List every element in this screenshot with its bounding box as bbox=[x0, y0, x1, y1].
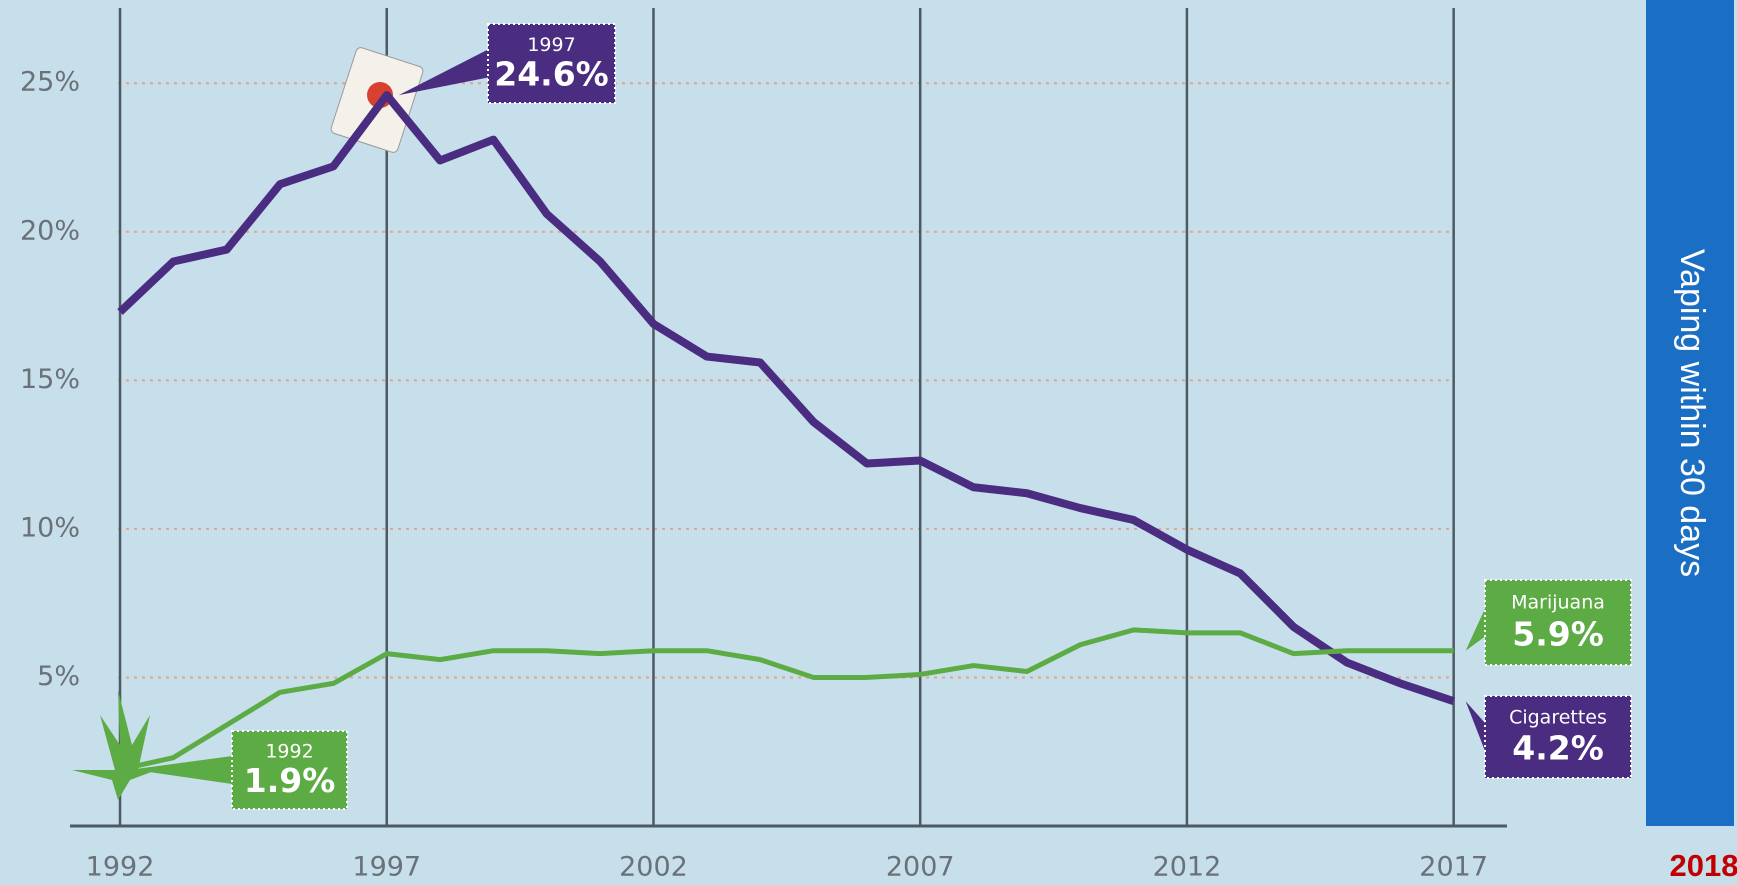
callout-pointer bbox=[132, 756, 232, 784]
x-tick-label: 2007 bbox=[886, 852, 955, 883]
y-tick-label: 5% bbox=[37, 661, 80, 692]
callout-value: 24.6% bbox=[494, 55, 609, 94]
x-tick-label: 2002 bbox=[619, 852, 688, 883]
callout-box bbox=[1484, 579, 1632, 666]
leaf bbox=[72, 690, 170, 800]
callout-value: 4.2% bbox=[1512, 729, 1604, 768]
line-series bbox=[119, 627, 1454, 772]
sidebar bbox=[1646, 0, 1734, 826]
callout-box bbox=[231, 730, 348, 810]
callout-value: 1.9% bbox=[244, 761, 336, 800]
callout-pointer bbox=[398, 49, 488, 96]
callout-pointer bbox=[1465, 701, 1485, 751]
y-tick-label: 15% bbox=[20, 364, 80, 395]
sidebar-title: Vaping within 30 days bbox=[1673, 249, 1711, 577]
callout-heading: 1992 bbox=[265, 741, 313, 763]
y-tick-label: 20% bbox=[20, 215, 80, 246]
callout-heading: 1997 bbox=[527, 34, 575, 56]
x-tick-label: 2017 bbox=[1419, 852, 1488, 883]
callout-box bbox=[487, 23, 616, 104]
x-tick-label: 1997 bbox=[352, 852, 421, 883]
callout-value: 5.9% bbox=[1512, 615, 1604, 654]
callout-pointer bbox=[1465, 608, 1485, 651]
y-tick-label: 25% bbox=[20, 67, 80, 98]
callout-heading: Cigarettes bbox=[1509, 707, 1607, 729]
x-tick-label: 1992 bbox=[86, 852, 155, 883]
y-tick-label: 10% bbox=[20, 512, 80, 543]
line-series bbox=[117, 91, 1455, 706]
x-tick-label: 2012 bbox=[1153, 852, 1222, 883]
sidebar-year: 2018 bbox=[1670, 848, 1737, 883]
callout-heading: Marijuana bbox=[1511, 591, 1605, 613]
callout-box bbox=[1484, 695, 1632, 779]
